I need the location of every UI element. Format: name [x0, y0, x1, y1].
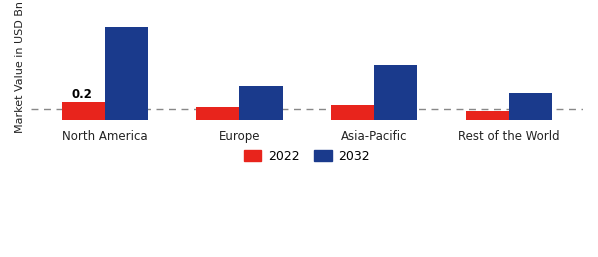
Bar — [331, 105, 374, 120]
Bar — [105, 26, 148, 120]
Bar — [196, 107, 239, 120]
Bar — [62, 102, 105, 120]
Bar — [374, 65, 417, 120]
Bar — [466, 111, 509, 120]
Legend: 2022, 2032: 2022, 2032 — [239, 145, 375, 168]
Bar — [509, 93, 552, 120]
Y-axis label: Market Value in USD Bn: Market Value in USD Bn — [15, 1, 25, 133]
Text: 0.2: 0.2 — [71, 88, 92, 100]
Bar — [239, 86, 282, 120]
